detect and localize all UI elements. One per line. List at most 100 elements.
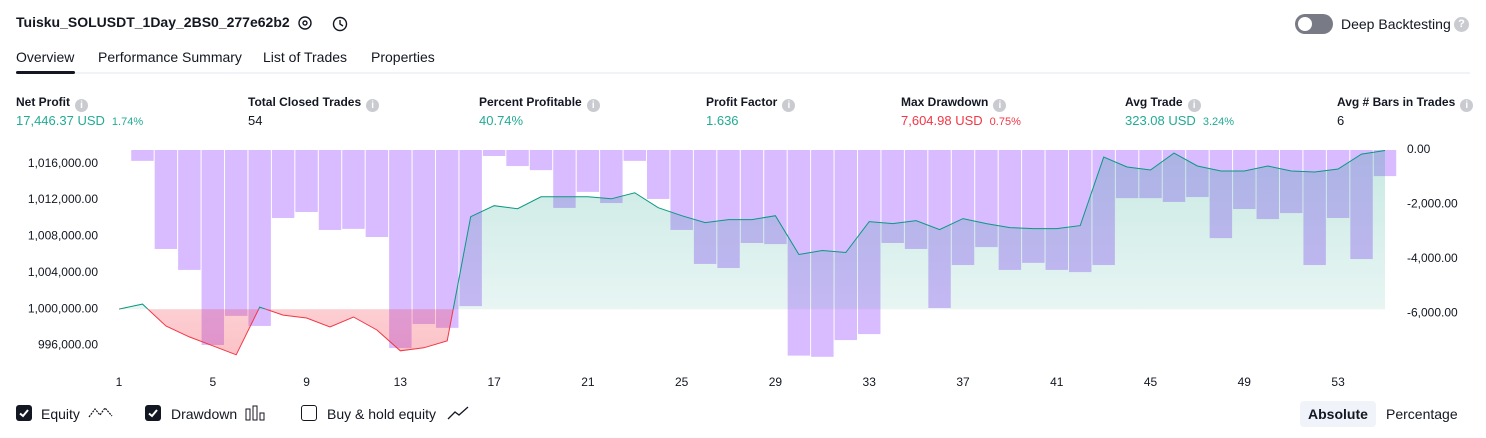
drawdown-bar <box>600 150 623 204</box>
info-icon: i <box>366 99 380 112</box>
metric-value-text: 7,604.98 USD <box>901 113 983 128</box>
tab[interactable]: Properties <box>371 49 435 65</box>
metric-value-text: 6 <box>1337 113 1345 128</box>
y-tick-label: 1,000,000.00 <box>28 301 98 315</box>
x-tick-label: 49 <box>1238 375 1252 389</box>
legend-icon <box>88 404 114 427</box>
x-tick-label: 29 <box>769 375 783 389</box>
y2-tick-label: -4,000.00 <box>1407 251 1458 265</box>
checkbox[interactable] <box>301 405 317 421</box>
y-tick-label: 996,000.00 <box>38 338 98 352</box>
x-tick-label: 21 <box>581 375 595 389</box>
toggle-label: Deep Backtesting <box>1341 16 1451 32</box>
view-button[interactable]: Absolute <box>1300 401 1376 427</box>
check <box>148 409 158 418</box>
metric-value: 6 <box>1337 113 1344 128</box>
x-tick-label: 5 <box>209 375 216 389</box>
x-tick-label: 1 <box>116 375 123 389</box>
y-tick-label: 1,016,000.00 <box>28 156 98 170</box>
metric-label-text: Max Drawdown <box>901 95 989 109</box>
metric-label: Total Closed Trades i <box>248 95 380 112</box>
metric-percent: 0.75% <box>989 116 1021 128</box>
x-tick-label: 33 <box>863 375 877 389</box>
drawdown-bar <box>154 150 178 249</box>
tab-separator <box>16 72 1470 74</box>
info-icon: i <box>1187 99 1201 112</box>
drawdown-bar <box>295 150 318 213</box>
metric-value: 323.08 USD 3.24% <box>1125 113 1234 128</box>
drawdown-bar <box>623 150 647 161</box>
equity-line-negative <box>118 309 454 356</box>
metric-label: Avg # Bars in Trades i <box>1337 95 1474 112</box>
x-tick-label: 37 <box>956 375 970 389</box>
checkbox[interactable] <box>16 405 32 421</box>
drawdown-icon <box>245 405 265 421</box>
metric-label: Percent Profitable i <box>479 95 600 112</box>
drawdown-bar <box>436 150 459 328</box>
drawdown-bar <box>670 150 693 230</box>
info-icon: i <box>586 99 600 112</box>
x-tick-label: 53 <box>1331 375 1345 389</box>
check <box>19 409 29 418</box>
x-tick-label: 9 <box>303 375 310 389</box>
metric-value-text: 40.74% <box>479 113 524 128</box>
metric-value: 54 <box>248 113 262 128</box>
y2-tick-label: -6,000.00 <box>1407 305 1458 319</box>
x-tick-label: 25 <box>675 375 689 389</box>
settings-icon[interactable] <box>298 16 312 30</box>
drawdown-bar <box>553 150 576 208</box>
checkbox[interactable] <box>145 405 161 421</box>
drawdown-bar <box>365 150 389 238</box>
drawdown-bar <box>201 150 225 345</box>
metric-value-text: 323.08 USD <box>1125 113 1196 128</box>
x-tick-label: 13 <box>394 375 408 389</box>
y2-tick-label: -2,000.00 <box>1407 197 1458 211</box>
x-tick-label: 41 <box>1050 375 1064 389</box>
legend-icon <box>446 404 470 427</box>
tab[interactable]: Overview <box>16 49 75 65</box>
equity-icon <box>88 407 113 418</box>
metric-value: 17,446.37 USD 1.74% <box>16 113 143 128</box>
metric-value-text: 54 <box>248 113 263 128</box>
drawdown-bar <box>131 150 154 161</box>
drawdown-bar <box>318 150 342 230</box>
drawdown-bar <box>482 150 506 156</box>
info-icon: i <box>75 99 88 112</box>
drawdown-bar <box>178 150 201 270</box>
drawdown-bar <box>271 150 295 218</box>
info-icon: i <box>782 99 796 112</box>
drawdown-bar <box>389 150 412 348</box>
info-icon: i <box>1460 99 1474 112</box>
metric-label-text: Profit Factor <box>706 95 778 109</box>
alert-icon[interactable] <box>332 16 348 32</box>
drawdown-bar <box>529 150 553 171</box>
metric-value: 40.74% <box>479 113 523 128</box>
x-tick-label: 17 <box>487 375 501 389</box>
drawdown-bar <box>647 150 670 199</box>
header-icons <box>298 16 348 32</box>
drawdown-bar <box>412 150 436 325</box>
metric-label-text: Avg # Bars in Trades <box>1337 95 1456 109</box>
equity-line <box>118 150 1386 310</box>
metric-label: Net Profit i <box>16 95 88 112</box>
equity-area-negative <box>119 309 1385 355</box>
deep-backtesting-toggle[interactable] <box>1295 14 1333 34</box>
metric-percent: 1.74% <box>111 116 144 128</box>
metric-label-text: Total Closed Trades <box>248 95 362 109</box>
help-icon[interactable]: ? <box>1454 17 1469 32</box>
tab[interactable]: List of Trades <box>263 49 348 65</box>
metric-value: 7,604.98 USD 0.75% <box>901 113 1021 128</box>
drawdown-bar <box>881 150 904 244</box>
info-icon: i <box>993 99 1007 112</box>
drawdown-bar <box>576 150 600 192</box>
metric-value: 1.636 <box>706 113 739 128</box>
legend-label: Buy & hold equity <box>327 406 436 422</box>
metric-value-text: 1.636 <box>706 113 739 128</box>
metric-label-text: Avg Trade <box>1125 95 1183 109</box>
metric-label-text: Net Profit <box>16 95 70 109</box>
view-button[interactable]: Percentage <box>1386 406 1458 422</box>
tab[interactable]: Performance Summary <box>98 49 242 65</box>
drawdown-bar <box>506 150 529 167</box>
